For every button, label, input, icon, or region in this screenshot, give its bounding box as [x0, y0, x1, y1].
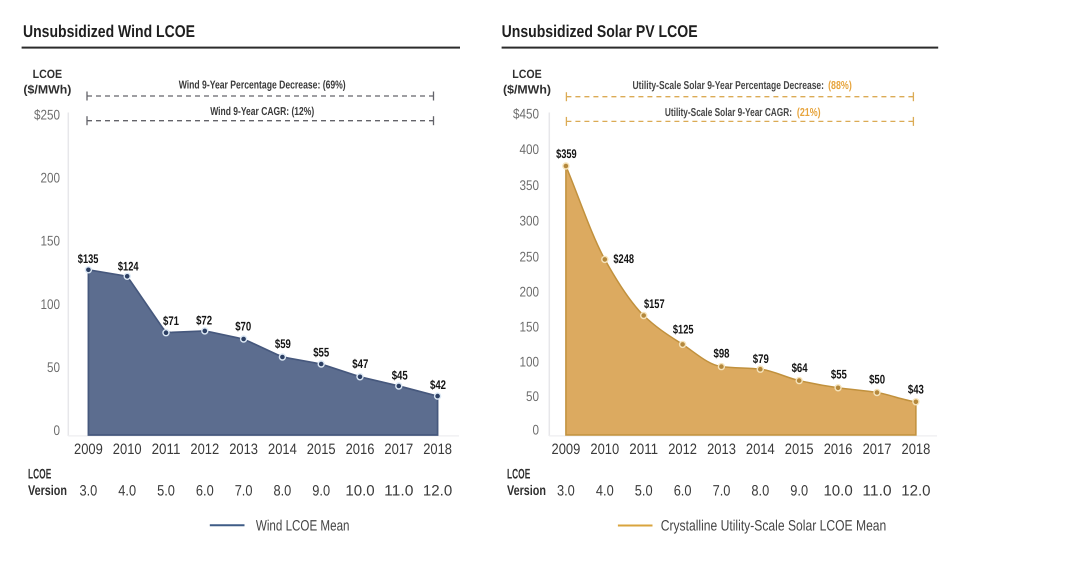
svg-text:200: 200 [520, 283, 540, 299]
svg-text:2018: 2018 [902, 441, 931, 458]
svg-text:50: 50 [47, 359, 60, 375]
svg-text:150: 150 [41, 233, 61, 249]
svg-text:$43: $43 [908, 383, 924, 397]
svg-text:2016: 2016 [824, 441, 853, 458]
svg-text:$47: $47 [352, 357, 368, 371]
svg-text:2017: 2017 [384, 441, 413, 458]
svg-text:Wind 9-Year Percentage Decreas: Wind 9-Year Percentage Decrease: (69%) [179, 80, 346, 92]
svg-text:8.0: 8.0 [274, 482, 292, 499]
svg-text:5.0: 5.0 [157, 482, 175, 499]
svg-text:$55: $55 [831, 368, 847, 382]
svg-text:2011: 2011 [152, 441, 181, 458]
svg-text:2013: 2013 [229, 441, 258, 458]
svg-text:Crystalline Utility-Scale Sola: Crystalline Utility-Scale Solar LCOE Mea… [661, 518, 887, 535]
svg-text:3.0: 3.0 [80, 482, 98, 499]
svg-text:Version: Version [28, 482, 67, 498]
svg-text:11.0: 11.0 [384, 482, 413, 499]
svg-text:4.0: 4.0 [596, 482, 614, 499]
svg-text:250: 250 [520, 248, 540, 264]
svg-text:LCOE: LCOE [512, 67, 542, 81]
svg-text:($/MWh): ($/MWh) [503, 83, 551, 97]
svg-text:$55: $55 [313, 346, 329, 360]
svg-text:$157: $157 [644, 297, 665, 311]
svg-text:0: 0 [54, 422, 61, 438]
svg-text:$64: $64 [792, 361, 808, 375]
svg-text:350: 350 [520, 177, 540, 193]
svg-text:$45: $45 [392, 369, 408, 383]
svg-text:400: 400 [520, 141, 540, 157]
svg-text:Version: Version [507, 482, 546, 498]
svg-text:9.0: 9.0 [790, 482, 808, 499]
svg-text:2010: 2010 [590, 441, 619, 458]
svg-text:10.0: 10.0 [823, 482, 852, 499]
svg-text:$98: $98 [714, 347, 730, 361]
svg-text:11.0: 11.0 [862, 482, 891, 499]
svg-text:2012: 2012 [190, 441, 219, 458]
svg-text:0: 0 [533, 422, 540, 438]
svg-text:6.0: 6.0 [674, 482, 692, 499]
svg-text:100: 100 [41, 296, 61, 312]
svg-text:Unsubsidized Wind LCOE: Unsubsidized Wind LCOE [23, 22, 195, 41]
svg-text:$59: $59 [275, 337, 291, 351]
svg-text:2014: 2014 [746, 441, 775, 458]
svg-text:$70: $70 [235, 320, 251, 334]
svg-text:4.0: 4.0 [118, 482, 136, 499]
svg-text:$71: $71 [163, 314, 179, 328]
svg-text:$79: $79 [753, 352, 769, 366]
svg-text:LCOE: LCOE [28, 466, 51, 482]
svg-text:$125: $125 [673, 323, 694, 337]
svg-text:$250: $250 [34, 107, 60, 123]
svg-text:Wind 9-Year CAGR: (12%): Wind 9-Year CAGR: (12%) [210, 106, 314, 118]
svg-text:8.0: 8.0 [751, 482, 769, 499]
svg-text:12.0: 12.0 [423, 482, 452, 499]
svg-text:2009: 2009 [552, 441, 581, 458]
svg-text:9.0: 9.0 [312, 482, 330, 499]
svg-text:7.0: 7.0 [235, 482, 253, 499]
svg-text:$135: $135 [78, 252, 99, 266]
svg-text:150: 150 [520, 318, 540, 334]
svg-text:2011: 2011 [629, 441, 658, 458]
svg-text:50: 50 [526, 388, 539, 404]
svg-text:2016: 2016 [346, 441, 375, 458]
svg-text:2010: 2010 [113, 441, 142, 458]
svg-text:6.0: 6.0 [196, 482, 214, 499]
svg-text:2015: 2015 [785, 441, 814, 458]
svg-text:12.0: 12.0 [901, 482, 930, 499]
svg-text:$72: $72 [196, 314, 212, 328]
svg-text:Wind LCOE Mean: Wind LCOE Mean [256, 517, 350, 534]
svg-text:5.0: 5.0 [635, 482, 653, 499]
svg-text:300: 300 [520, 213, 540, 229]
svg-text:(88%): (88%) [828, 80, 852, 92]
svg-text:$50: $50 [869, 372, 885, 386]
svg-text:7.0: 7.0 [713, 482, 731, 499]
svg-text:2009: 2009 [74, 441, 103, 458]
svg-text:2014: 2014 [268, 441, 297, 458]
svg-text:$124: $124 [118, 260, 139, 274]
svg-text:LCOE: LCOE [507, 466, 530, 482]
svg-text:($/MWh): ($/MWh) [23, 83, 71, 97]
svg-text:2015: 2015 [307, 441, 336, 458]
svg-text:100: 100 [520, 353, 540, 369]
svg-text:200: 200 [41, 170, 61, 186]
svg-text:3.0: 3.0 [557, 482, 575, 499]
svg-text:Utility-Scale Solar 9-Year CAG: Utility-Scale Solar 9-Year CAGR: [665, 107, 792, 119]
svg-text:2013: 2013 [707, 441, 736, 458]
svg-text:$450: $450 [513, 106, 539, 122]
svg-text:$42: $42 [430, 378, 446, 392]
svg-text:2012: 2012 [668, 441, 697, 458]
svg-text:$248: $248 [613, 252, 634, 266]
svg-text:(21%): (21%) [797, 107, 821, 119]
svg-text:Unsubsidized Solar PV LCOE: Unsubsidized Solar PV LCOE [502, 22, 698, 41]
svg-text:2017: 2017 [863, 441, 892, 458]
svg-text:Utility-Scale Solar 9-Year Per: Utility-Scale Solar 9-Year Percentage De… [633, 80, 825, 92]
svg-text:10.0: 10.0 [345, 482, 374, 499]
svg-text:2018: 2018 [423, 441, 452, 458]
svg-text:LCOE: LCOE [33, 67, 63, 81]
svg-text:$359: $359 [556, 147, 577, 161]
